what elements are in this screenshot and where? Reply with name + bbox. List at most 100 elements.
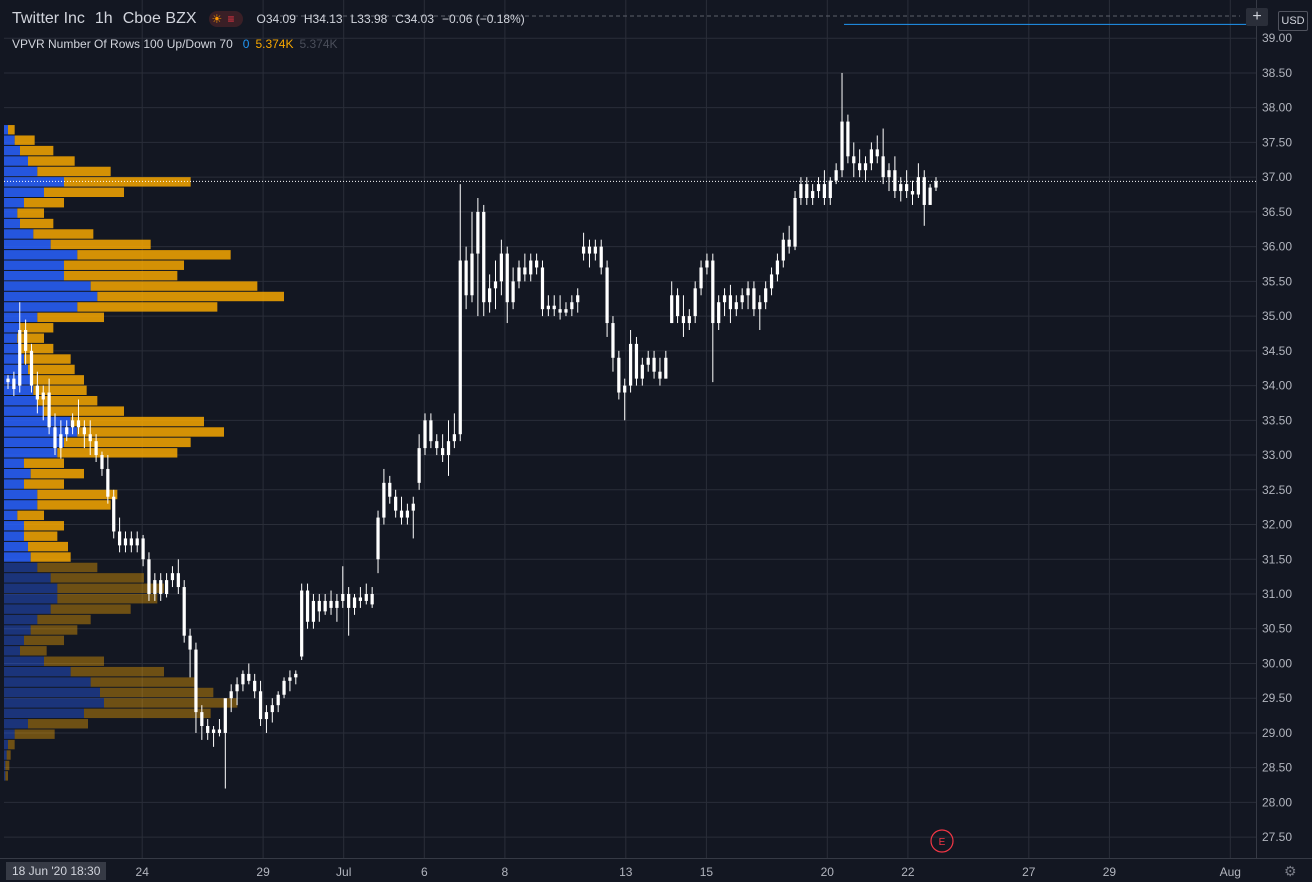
candle-body <box>511 281 515 303</box>
volume-profile-bar-down <box>64 437 191 448</box>
candle-body <box>182 587 186 636</box>
volume-profile-bar-up <box>4 468 31 479</box>
volume-profile-bar-up <box>4 760 6 771</box>
candle-body <box>82 427 86 435</box>
candle-body <box>159 580 163 594</box>
volume-profile-bar-down <box>37 312 105 323</box>
volume-profile-bar-down <box>5 771 8 781</box>
candle-body <box>728 295 733 310</box>
high-value: H34.13 <box>303 12 343 26</box>
volume-profile-bar-down <box>24 354 71 364</box>
volume-profile-bar-up <box>4 187 44 197</box>
price-axis[interactable]: 27.50 28.00 28.50 29.00 29.50 30.00 30.50 31.00… <box>1256 0 1312 858</box>
volume-profile-bar-up <box>4 166 38 177</box>
candle-body <box>687 316 691 324</box>
candle-body <box>628 343 633 386</box>
volume-profile-bar-down <box>30 375 85 385</box>
candle-body <box>270 705 274 713</box>
candle-body <box>846 121 850 157</box>
volume-profile-bar-down <box>37 396 98 406</box>
sun-icon: ☀ <box>211 12 223 26</box>
candle-body <box>905 184 909 192</box>
timeframe-label[interactable]: 1h <box>94 10 113 27</box>
candle-body <box>899 184 903 192</box>
currency-button[interactable]: USD <box>1278 11 1308 31</box>
candle-body <box>869 149 874 164</box>
candle-body <box>934 181 938 188</box>
price-tick-label: 31.50 <box>1262 552 1292 566</box>
candle-body <box>288 677 292 681</box>
candle-body <box>881 156 885 178</box>
time-tick-label: 24 <box>136 865 150 879</box>
candle-body <box>922 177 926 205</box>
candle-body <box>482 211 486 303</box>
candle-body <box>670 295 674 324</box>
time-tick-label: 15 <box>700 865 714 879</box>
volume-profile-bar-down <box>17 208 44 218</box>
volume-profile-bar-up <box>4 177 64 187</box>
market-status-badge[interactable]: ☀ ≡ <box>208 11 243 27</box>
volume-profile-bar-up <box>4 302 78 312</box>
candle-body <box>840 121 844 171</box>
volume-profile-bar-up <box>4 198 24 208</box>
candle-body <box>211 729 216 733</box>
candle-body <box>300 590 304 657</box>
candle-body <box>764 288 768 303</box>
candle-body <box>282 680 286 695</box>
change-value: −0.06 (−0.18%) <box>442 12 525 26</box>
time-axis[interactable]: 24 29 Jul 6 8 13 15 20 22 27 29 Aug <box>0 858 1312 880</box>
volume-profile-bar-up <box>4 208 18 218</box>
volume-profile-bar-down <box>37 500 111 510</box>
volume-profile-bar-up <box>4 218 20 229</box>
time-tick-label: 29 <box>1103 865 1117 879</box>
candle-body <box>699 267 703 289</box>
volume-profile-bar-up <box>4 646 20 656</box>
candle-body <box>335 600 339 608</box>
candle-body <box>875 149 879 157</box>
candle-body <box>793 198 797 247</box>
earnings-marker[interactable]: E <box>930 829 954 853</box>
volume-profile-bar-up <box>4 250 78 260</box>
volume-profile-bar-down <box>77 302 218 312</box>
price-tick-label: 39.00 <box>1262 31 1292 45</box>
symbol-title[interactable]: Twitter Inc <box>12 10 85 27</box>
candle-body <box>417 448 421 483</box>
candle-body <box>264 712 269 720</box>
price-tick-label: 34.50 <box>1262 344 1292 358</box>
add-plus-button[interactable]: + <box>1246 8 1268 26</box>
volume-profile-bar-down <box>37 489 118 500</box>
volume-profile-bar-up <box>4 750 7 760</box>
candle-body <box>552 305 556 310</box>
candle-body <box>523 267 527 275</box>
volume-profile-bar-up <box>4 687 100 698</box>
candle-body <box>253 680 257 692</box>
price-tick-label: 27.50 <box>1262 830 1292 844</box>
candle-body <box>164 580 169 594</box>
volume-profile-bar-down <box>30 625 78 635</box>
candle-body <box>117 531 122 546</box>
candle-body <box>247 673 251 681</box>
candle-body <box>852 156 856 164</box>
volume-profile-bar-down <box>20 646 47 656</box>
candle-body <box>12 378 16 390</box>
candle-body <box>388 482 392 497</box>
price-tick-label: 36.50 <box>1262 205 1292 219</box>
candle-body <box>752 288 756 310</box>
volume-profile-bar-down <box>20 218 54 229</box>
volume-profile-bar-down <box>20 323 54 333</box>
gear-icon[interactable]: ⚙ <box>1284 863 1297 879</box>
candle-body <box>928 187 932 205</box>
volume-profile-bar-up <box>4 135 15 145</box>
volume-profile-bar-down <box>24 521 64 531</box>
volume-profile-bar-up <box>4 625 31 635</box>
volume-profile-bar-up <box>4 281 91 291</box>
candle-body <box>70 420 75 428</box>
candle-body <box>740 295 744 303</box>
candle-body <box>65 427 69 435</box>
candle-body <box>235 684 239 692</box>
earnings-label: E <box>939 837 946 848</box>
candle-body <box>376 517 380 560</box>
candle-body <box>464 260 468 296</box>
indicator-label[interactable]: VPVR Number Of Rows 100 Up/Down 70 <box>12 37 233 51</box>
